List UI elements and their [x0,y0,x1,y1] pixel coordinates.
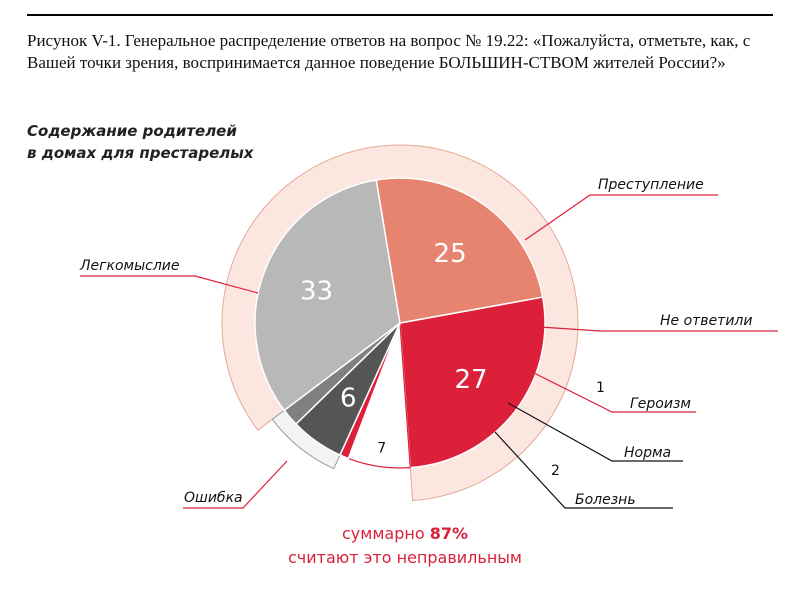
summary-value: 87% [429,524,468,543]
leader-line-error [183,460,288,509]
value-label-heroism: 1 [596,380,605,396]
value-label-crime: 27 [454,365,487,395]
value-label-error: 33 [300,277,333,307]
value-label-illness: 2 [551,463,560,479]
slice-crime [399,296,546,469]
category-label-heroism: Героизм [630,396,691,412]
summary-prefix: суммарно [342,524,430,543]
category-label-error: Ошибка [184,490,243,506]
summary-line-1: суммарно 87% [240,522,570,546]
slice-error [254,179,401,412]
leader-line-crime [524,194,718,241]
value-label-frivolity: 25 [434,239,467,269]
chart-title-line-1: Содержание родителей [27,122,237,140]
category-label-crime: Преступление [598,177,704,193]
category-label-frivolity: Легкомыслие [79,258,180,274]
leader-line-heroism [531,371,696,413]
chart-title-line-2: в домах для престарелых [27,144,254,162]
leader-line-illness [494,431,673,509]
value-label-no-answer: 7 [377,440,386,456]
category-label-no-answer: Не ответили [660,313,752,329]
figure-title: Рисунок V-1. Генеральное распределение о… [27,31,751,72]
category-label-illness: Болезнь [575,492,636,508]
value-label-norm: 6 [340,384,357,414]
leader-line-no-answer [539,326,778,332]
slice-frivolity [375,177,544,324]
leader-line-frivolity [80,275,259,294]
summary-note: суммарно 87% считают это неправильным [240,522,570,570]
category-label-norm: Норма [624,445,671,461]
summary-line-2: считают это неправильным [288,548,522,567]
chart-title: Содержание родителей в домах для престар… [27,120,254,164]
top-rule [27,14,773,16]
leader-line-norm [507,402,683,462]
